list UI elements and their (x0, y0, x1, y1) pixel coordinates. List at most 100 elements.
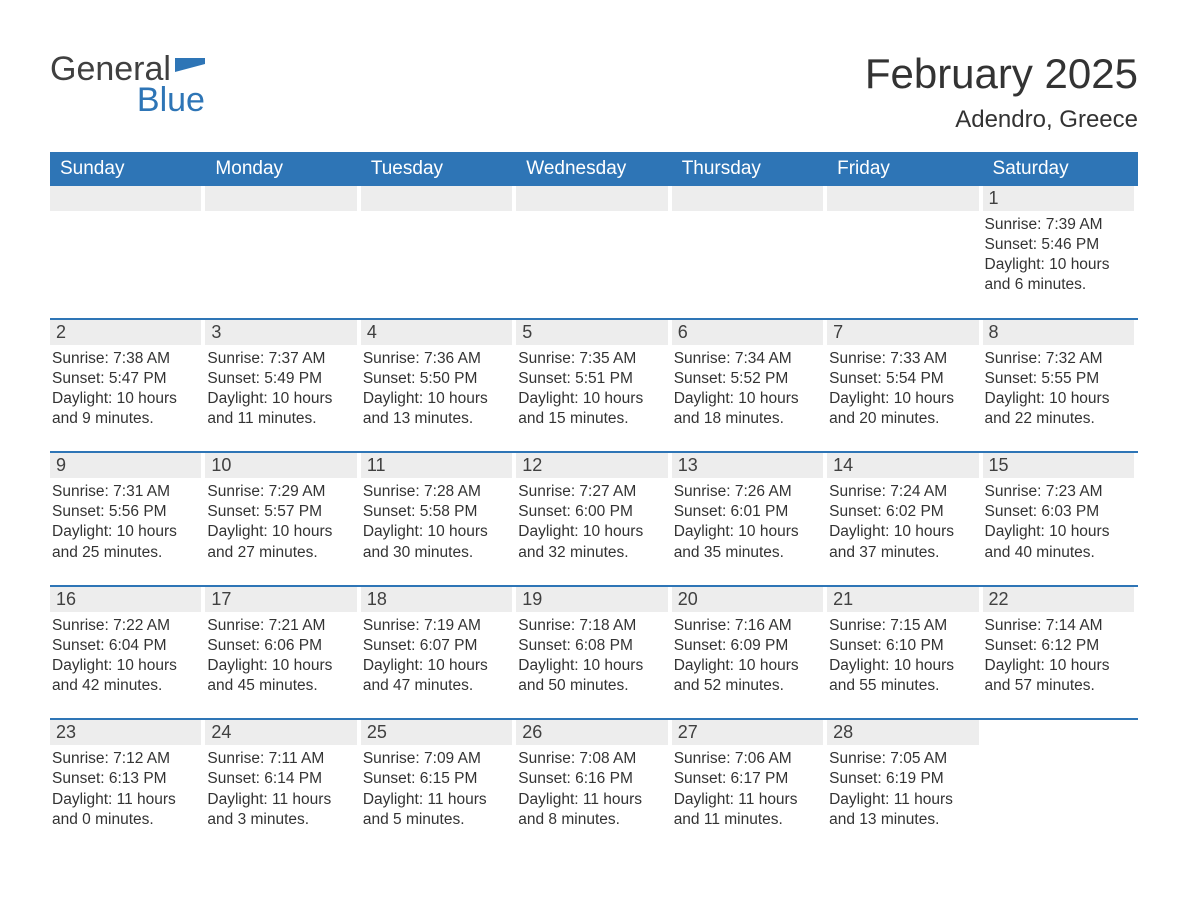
sunset-text: Sunset: 6:14 PM (207, 769, 356, 789)
day-cell: 21Sunrise: 7:15 AMSunset: 6:10 PMDayligh… (827, 587, 982, 707)
dow-monday: Monday (205, 152, 360, 186)
sunrise-text: Sunrise: 7:23 AM (985, 482, 1134, 502)
daylight-text: Daylight: 11 hours and 5 minutes. (363, 790, 512, 830)
day-content: Sunrise: 7:29 AMSunset: 5:57 PMDaylight:… (205, 482, 356, 563)
month-title: February 2025 (865, 50, 1138, 98)
logo-text: General Blue (50, 50, 205, 120)
sunset-text: Sunset: 6:19 PM (829, 769, 978, 789)
daylight-text: Daylight: 11 hours and 11 minutes. (674, 790, 823, 830)
sunset-text: Sunset: 6:08 PM (518, 636, 667, 656)
daylight-text: Daylight: 10 hours and 20 minutes. (829, 389, 978, 429)
days-of-week-row: Sunday Monday Tuesday Wednesday Thursday… (50, 152, 1138, 186)
sunset-text: Sunset: 6:17 PM (674, 769, 823, 789)
daylight-text: Daylight: 10 hours and 22 minutes. (985, 389, 1134, 429)
sunset-text: Sunset: 6:12 PM (985, 636, 1134, 656)
day-cell (361, 186, 516, 306)
daylight-text: Daylight: 10 hours and 45 minutes. (207, 656, 356, 696)
header: General Blue February 2025 Adendro, Gree… (50, 50, 1138, 142)
sunrise-text: Sunrise: 7:06 AM (674, 749, 823, 769)
daylight-text: Daylight: 11 hours and 0 minutes. (52, 790, 201, 830)
daylight-text: Daylight: 10 hours and 47 minutes. (363, 656, 512, 696)
sunrise-text: Sunrise: 7:05 AM (829, 749, 978, 769)
week-row: 9 Sunrise: 7:31 AMSunset: 5:56 PMDaylight… (50, 451, 1138, 573)
day-number: 20 (672, 587, 823, 612)
sunrise-text: Sunrise: 7:08 AM (518, 749, 667, 769)
day-number: 9 (50, 453, 201, 478)
day-number: 3 (205, 320, 356, 345)
day-content: Sunrise: 7:21 AMSunset: 6:06 PMDaylight:… (205, 616, 356, 697)
day-cell: 11 Sunrise: 7:28 AMSunset: 5:58 PMDayligh… (361, 453, 516, 573)
sunrise-text: Sunrise: 7:22 AM (52, 616, 201, 636)
day-cell: 9 Sunrise: 7:31 AMSunset: 5:56 PMDaylight… (50, 453, 205, 573)
dow-thursday: Thursday (672, 152, 827, 186)
sunset-text: Sunset: 5:55 PM (985, 369, 1134, 389)
day-cell: 22Sunrise: 7:14 AMSunset: 6:12 PMDayligh… (983, 587, 1138, 707)
day-number: 19 (516, 587, 667, 612)
day-content: Sunrise: 7:05 AMSunset: 6:19 PMDaylight:… (827, 749, 978, 830)
sunrise-text: Sunrise: 7:38 AM (52, 349, 201, 369)
sunrise-text: Sunrise: 7:33 AM (829, 349, 978, 369)
day-cell: 1Sunrise: 7:39 AMSunset: 5:46 PMDaylight… (983, 186, 1138, 306)
sunset-text: Sunset: 6:15 PM (363, 769, 512, 789)
sunset-text: Sunset: 5:51 PM (518, 369, 667, 389)
sunrise-text: Sunrise: 7:35 AM (518, 349, 667, 369)
sunset-text: Sunset: 6:01 PM (674, 502, 823, 522)
sunrise-text: Sunrise: 7:14 AM (985, 616, 1134, 636)
day-cell: 6Sunrise: 7:34 AMSunset: 5:52 PMDaylight… (672, 320, 827, 440)
day-number: 16 (50, 587, 201, 612)
day-content: Sunrise: 7:31 AMSunset: 5:56 PMDaylight:… (50, 482, 201, 563)
sunrise-text: Sunrise: 7:11 AM (207, 749, 356, 769)
sunrise-text: Sunrise: 7:28 AM (363, 482, 512, 502)
day-cell: 12Sunrise: 7:27 AMSunset: 6:00 PMDayligh… (516, 453, 671, 573)
title-block: February 2025 Adendro, Greece (865, 50, 1138, 142)
day-number: 1 (983, 186, 1134, 211)
sunset-text: Sunset: 5:58 PM (363, 502, 512, 522)
daylight-text: Daylight: 10 hours and 6 minutes. (985, 255, 1134, 295)
day-cell: 13Sunrise: 7:26 AMSunset: 6:01 PMDayligh… (672, 453, 827, 573)
day-cell: 5Sunrise: 7:35 AMSunset: 5:51 PMDaylight… (516, 320, 671, 440)
daylight-text: Daylight: 10 hours and 13 minutes. (363, 389, 512, 429)
week-row: 16Sunrise: 7:22 AMSunset: 6:04 PMDayligh… (50, 585, 1138, 707)
sunset-text: Sunset: 6:13 PM (52, 769, 201, 789)
day-cell (983, 720, 1138, 840)
week-row: 23Sunrise: 7:12 AMSunset: 6:13 PMDayligh… (50, 718, 1138, 840)
sunrise-text: Sunrise: 7:16 AM (674, 616, 823, 636)
day-cell (827, 186, 982, 306)
day-number (205, 186, 356, 211)
day-cell: 28Sunrise: 7:05 AMSunset: 6:19 PMDayligh… (827, 720, 982, 840)
day-cell: 24 Sunrise: 7:11 AMSunset: 6:14 PMDayligh… (205, 720, 360, 840)
day-cell: 16Sunrise: 7:22 AMSunset: 6:04 PMDayligh… (50, 587, 205, 707)
day-number: 12 (516, 453, 667, 478)
dow-tuesday: Tuesday (361, 152, 516, 186)
daylight-text: Daylight: 10 hours and 18 minutes. (674, 389, 823, 429)
sunset-text: Sunset: 6:09 PM (674, 636, 823, 656)
sunrise-text: Sunrise: 7:29 AM (207, 482, 356, 502)
day-content: Sunrise: 7:18 AMSunset: 6:08 PMDaylight:… (516, 616, 667, 697)
day-content: Sunrise: 7:38 AMSunset: 5:47 PMDaylight:… (50, 349, 201, 430)
day-content: Sunrise: 7:34 AMSunset: 5:52 PMDaylight:… (672, 349, 823, 430)
day-cell (516, 186, 671, 306)
day-number (672, 186, 823, 211)
day-number (516, 186, 667, 211)
flag-icon (175, 58, 205, 80)
dow-sunday: Sunday (50, 152, 205, 186)
day-number: 25 (361, 720, 512, 745)
day-cell: 18Sunrise: 7:19 AMSunset: 6:07 PMDayligh… (361, 587, 516, 707)
sunset-text: Sunset: 5:47 PM (52, 369, 201, 389)
day-number: 11 (361, 453, 512, 478)
daylight-text: Daylight: 11 hours and 13 minutes. (829, 790, 978, 830)
sunrise-text: Sunrise: 7:36 AM (363, 349, 512, 369)
day-cell: 4Sunrise: 7:36 AMSunset: 5:50 PMDaylight… (361, 320, 516, 440)
daylight-text: Daylight: 10 hours and 30 minutes. (363, 522, 512, 562)
daylight-text: Daylight: 10 hours and 52 minutes. (674, 656, 823, 696)
daylight-text: Daylight: 11 hours and 3 minutes. (207, 790, 356, 830)
dow-friday: Friday (827, 152, 982, 186)
logo: General Blue (50, 50, 205, 120)
day-number: 24 (205, 720, 356, 745)
day-cell: 7Sunrise: 7:33 AMSunset: 5:54 PMDaylight… (827, 320, 982, 440)
sunset-text: Sunset: 6:16 PM (518, 769, 667, 789)
sunrise-text: Sunrise: 7:31 AM (52, 482, 201, 502)
daylight-text: Daylight: 10 hours and 32 minutes. (518, 522, 667, 562)
day-number: 8 (983, 320, 1134, 345)
day-cell: 19 Sunrise: 7:18 AMSunset: 6:08 PMDayligh… (516, 587, 671, 707)
